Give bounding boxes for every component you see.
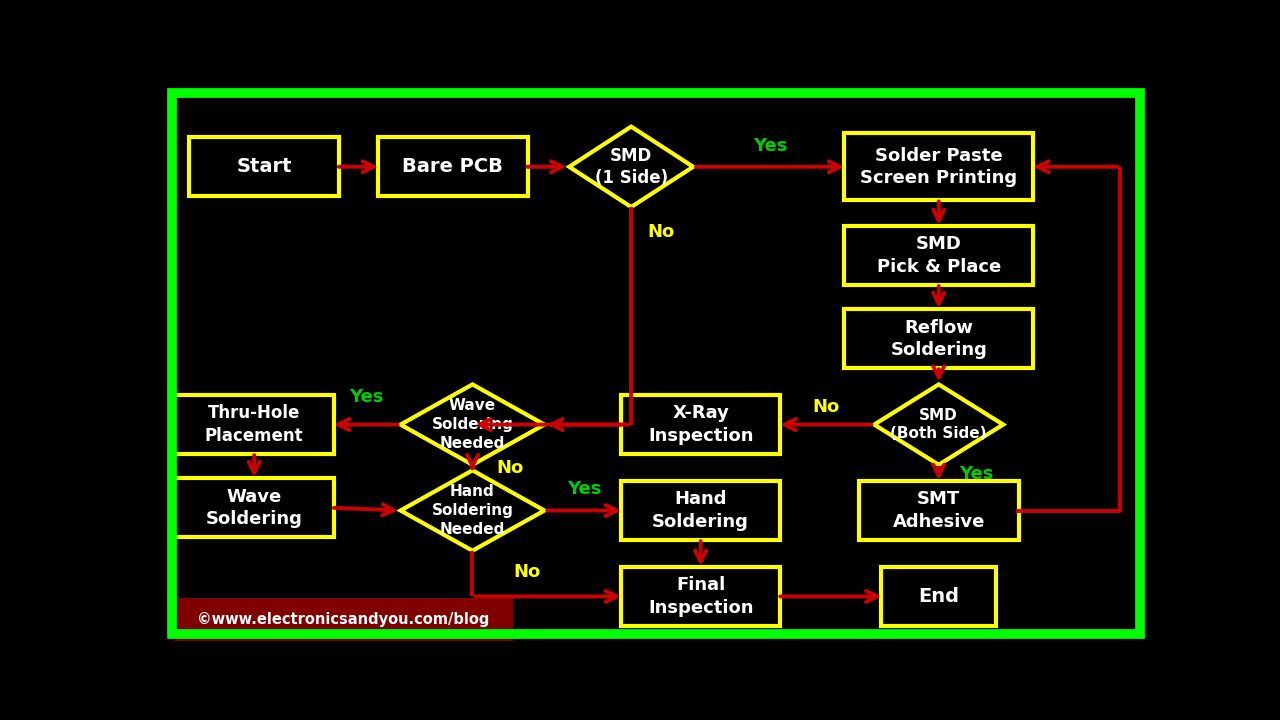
Text: End: End <box>918 587 959 606</box>
Text: No: No <box>648 223 675 241</box>
Text: Reflow
Soldering: Reflow Soldering <box>891 318 987 359</box>
Text: Final
Inspection: Final Inspection <box>648 576 754 616</box>
FancyBboxPatch shape <box>189 138 339 196</box>
FancyBboxPatch shape <box>881 567 996 626</box>
FancyBboxPatch shape <box>174 598 513 642</box>
FancyBboxPatch shape <box>378 138 527 196</box>
Text: Wave
Soldering: Wave Soldering <box>206 487 302 528</box>
Polygon shape <box>401 470 544 551</box>
Text: ©www.electronicsandyou.com/blog: ©www.electronicsandyou.com/blog <box>197 612 490 627</box>
Text: No: No <box>813 398 840 416</box>
Text: Hand
Soldering
Needed: Hand Soldering Needed <box>431 485 513 536</box>
Text: No: No <box>513 563 540 581</box>
Text: Yes: Yes <box>567 480 602 498</box>
FancyBboxPatch shape <box>174 478 334 537</box>
Text: SMT
Adhesive: SMT Adhesive <box>892 490 984 531</box>
Text: Bare PCB: Bare PCB <box>402 157 503 176</box>
Text: Start: Start <box>237 157 292 176</box>
Text: SMD
Pick & Place: SMD Pick & Place <box>877 235 1001 276</box>
FancyBboxPatch shape <box>859 481 1019 540</box>
Text: Thru-Hole
Placement: Thru-Hole Placement <box>205 405 303 445</box>
FancyBboxPatch shape <box>844 310 1033 368</box>
Polygon shape <box>570 127 694 207</box>
Text: Yes: Yes <box>959 465 993 483</box>
Text: Wave
Soldering
Needed: Wave Soldering Needed <box>431 398 513 451</box>
FancyBboxPatch shape <box>844 133 1033 200</box>
Polygon shape <box>401 384 544 465</box>
FancyBboxPatch shape <box>621 567 781 626</box>
Text: X-Ray
Inspection: X-Ray Inspection <box>648 405 754 445</box>
FancyBboxPatch shape <box>844 226 1033 285</box>
Polygon shape <box>874 384 1004 465</box>
FancyBboxPatch shape <box>621 481 781 540</box>
FancyBboxPatch shape <box>621 395 781 454</box>
Text: SMD
(1 Side): SMD (1 Side) <box>595 147 668 187</box>
Text: Yes: Yes <box>348 388 383 406</box>
Text: Solder Paste
Screen Printing: Solder Paste Screen Printing <box>860 147 1018 187</box>
Text: Hand
Soldering: Hand Soldering <box>653 490 749 531</box>
Text: Yes: Yes <box>753 137 787 155</box>
Text: No: No <box>497 459 524 477</box>
FancyBboxPatch shape <box>174 395 334 454</box>
Text: SMD
(Both Side): SMD (Both Side) <box>891 408 987 441</box>
